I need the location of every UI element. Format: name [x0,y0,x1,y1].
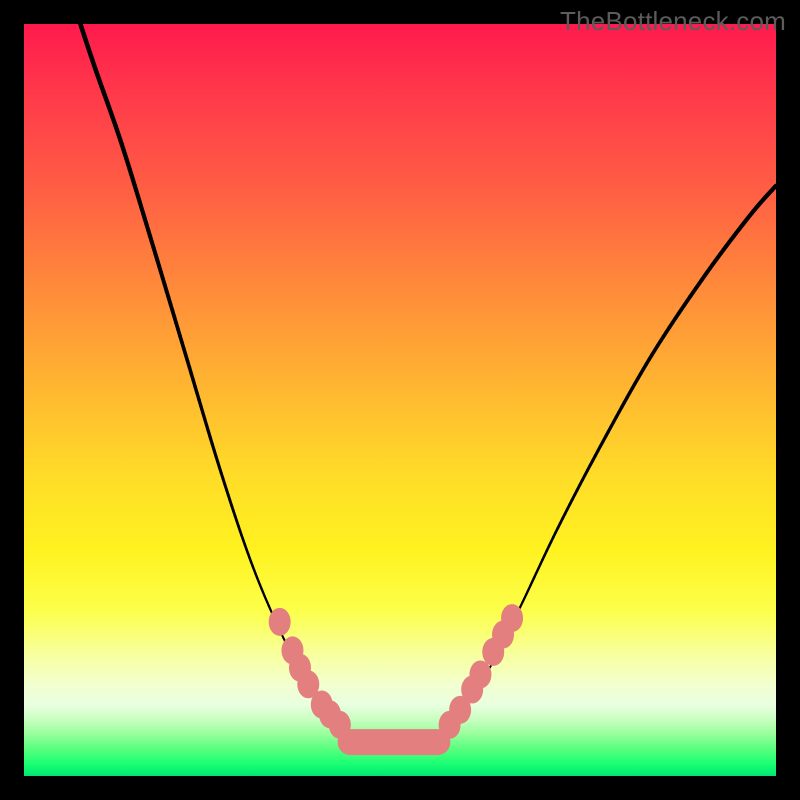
marker-dot [469,660,491,688]
marker-dot [501,604,523,632]
marker-dot [269,608,291,636]
plot-background [24,24,776,776]
valley-pill [338,729,451,755]
chart-stage: TheBottleneck.com [0,0,800,800]
bottleneck-chart [0,0,800,800]
